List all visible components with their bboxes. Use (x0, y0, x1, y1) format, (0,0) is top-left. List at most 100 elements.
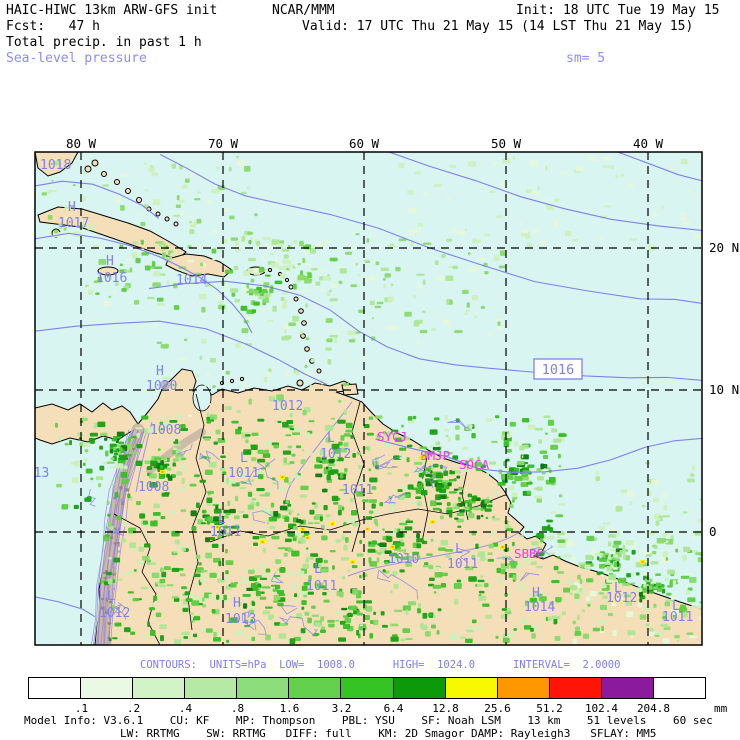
precip-cell (589, 157, 599, 162)
precip-cell (304, 244, 311, 250)
longitude-tick-label: 60 W (349, 136, 380, 151)
precip-cell (674, 546, 679, 549)
precip-cell (667, 569, 676, 575)
precip-cell (287, 481, 292, 485)
colorbar-tick-label: 51.2 (536, 702, 563, 715)
precip-cell (158, 473, 165, 479)
precip-cell (274, 622, 281, 626)
precip-cell (375, 415, 383, 419)
precip-cell (189, 638, 195, 642)
precip-cell (447, 436, 451, 442)
precip-cell (526, 481, 533, 485)
precip-cell (337, 509, 342, 516)
precip-cell (359, 539, 363, 545)
precip-cell (307, 522, 314, 525)
precip-cell (171, 596, 179, 599)
precip-cell (523, 461, 528, 465)
precip-cell (110, 457, 115, 461)
precip-cell (211, 608, 216, 614)
andes-speckle (108, 616, 112, 619)
precip-cell (457, 502, 464, 507)
precip-cell (561, 611, 567, 616)
precip-cell (172, 447, 177, 450)
precip-cell (196, 502, 200, 509)
andes-speckle (106, 610, 109, 613)
precip-cell (467, 252, 471, 256)
precip-cell (308, 451, 313, 456)
pressure-center-mark: L (327, 431, 335, 446)
precip-cell (250, 278, 255, 283)
precip-cell (607, 612, 614, 617)
precip-cell (545, 204, 554, 210)
precip-cell (273, 574, 281, 578)
precip-cell (98, 244, 102, 250)
precip-cell (639, 614, 647, 620)
precip-cell (433, 417, 440, 421)
precip-cell (314, 305, 319, 310)
precip-cell (444, 548, 454, 552)
pressure-center-mark: L (218, 512, 226, 527)
precip-cell (444, 415, 448, 421)
precip-cell (41, 192, 47, 196)
precip-cell (284, 516, 290, 523)
precip-cell (428, 613, 433, 617)
axis-labels: 80 W 70 W 60 W 50 W 40 W20 N10 N0 (66, 136, 739, 539)
precip-cell (536, 532, 544, 539)
andes-contour-line (107, 431, 145, 645)
slp-noise-contour (270, 572, 285, 583)
precip-cell (574, 631, 582, 636)
precip-cell (269, 288, 274, 294)
precip-cell (399, 522, 408, 526)
precip-cell (551, 428, 558, 433)
precip-cell (484, 233, 490, 237)
precip-cell (283, 462, 291, 466)
precip-cell (141, 415, 149, 420)
precip-cell (449, 613, 453, 616)
precip-cell (225, 370, 230, 375)
precip-cell (359, 624, 364, 627)
precip-cell (358, 626, 367, 631)
precip-cell (345, 536, 349, 543)
precip-cell (404, 311, 412, 317)
country-border (351, 401, 365, 553)
precip-heavy-core (161, 471, 164, 473)
precip-cell (304, 289, 309, 292)
precip-cell (142, 635, 147, 640)
colorbar-tick-label: 204.8 (636, 702, 671, 715)
precip-cell (250, 457, 257, 462)
precip-cell (622, 545, 626, 551)
precip-cell (181, 478, 185, 485)
precip-cell (161, 571, 167, 578)
precip-cell (264, 449, 269, 454)
precip-cell (544, 165, 548, 171)
precip-cell (274, 257, 279, 262)
precip-cell (102, 535, 110, 542)
precip-cell (292, 315, 299, 322)
slp-noise-contour (372, 454, 398, 469)
precip-cell (282, 259, 291, 265)
precip-cell (551, 511, 556, 514)
precip-cell (537, 476, 544, 481)
precip-cell (544, 432, 548, 435)
precip-cell (231, 292, 236, 297)
precip-cell (103, 461, 108, 465)
precip-cell (535, 427, 544, 431)
precip-cell (501, 434, 505, 440)
precip-cell (116, 515, 122, 521)
precip-cell (345, 422, 353, 429)
pressure-center-mark: L (314, 562, 322, 577)
precip-cell (627, 629, 636, 636)
slp-noise-contour (264, 458, 279, 490)
precip-cell (201, 597, 205, 602)
precip-cell (456, 579, 462, 583)
precip-cell (596, 556, 600, 561)
precip-cell (103, 301, 111, 308)
bahamas-island (173, 221, 179, 227)
precip-cell (90, 477, 94, 481)
precip-cell (457, 525, 462, 528)
slp-noise-contour (87, 488, 97, 507)
pressure-value-label: 1016 (96, 271, 127, 286)
precip-cell (305, 557, 315, 560)
precip-cell (252, 585, 259, 592)
precip-cell (506, 448, 512, 453)
